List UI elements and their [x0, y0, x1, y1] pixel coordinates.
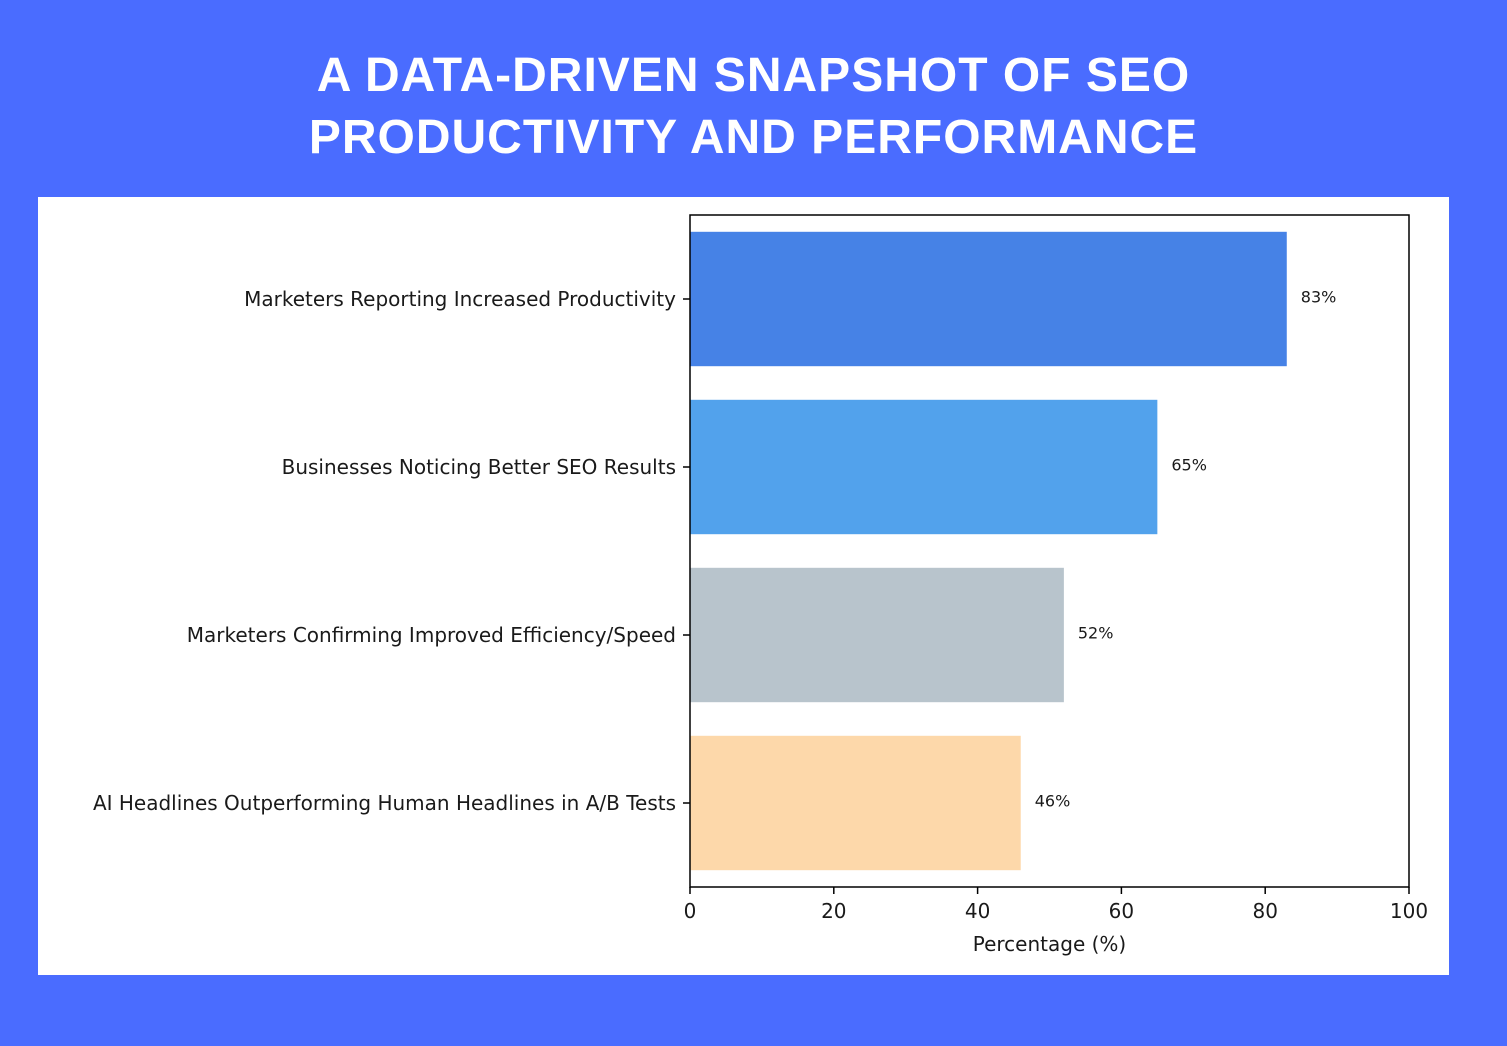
bar-chart: Marketers Reporting Increased Productivi…: [93, 214, 1428, 956]
bar-3: [690, 567, 1064, 703]
category-label: AI Headlines Outperforming Human Headlin…: [93, 791, 676, 815]
category-label: Marketers Reporting Increased Productivi…: [244, 287, 676, 311]
value-label: 65%: [1171, 456, 1207, 475]
x-tick-label: 20: [821, 899, 846, 923]
x-tick-label: 80: [1252, 899, 1277, 923]
page-title-line-1: A DATA-DRIVEN SNAPSHOT OF SEO: [316, 49, 1191, 102]
x-tick-label: 40: [965, 899, 990, 923]
bar-4: [690, 735, 1021, 871]
bar-1: [690, 231, 1287, 367]
value-label: 83%: [1301, 288, 1337, 307]
x-tick-label: 0: [684, 899, 697, 923]
x-tick-label: 100: [1390, 899, 1428, 923]
category-label: Businesses Noticing Better SEO Results: [282, 455, 676, 479]
x-tick-label: 60: [1109, 899, 1134, 923]
value-label: 52%: [1078, 624, 1114, 643]
category-label: Marketers Confirming Improved Efficiency…: [187, 623, 676, 647]
bar-2: [690, 399, 1158, 535]
value-label: 46%: [1035, 792, 1071, 811]
chart-panel: Marketers Reporting Increased Productivi…: [38, 197, 1449, 975]
plot-frame: [689, 214, 1410, 888]
page-title-line-2: PRODUCTIVITY AND PERFORMANCE: [308, 111, 1199, 164]
x-axis-label: Percentage (%): [973, 932, 1126, 956]
